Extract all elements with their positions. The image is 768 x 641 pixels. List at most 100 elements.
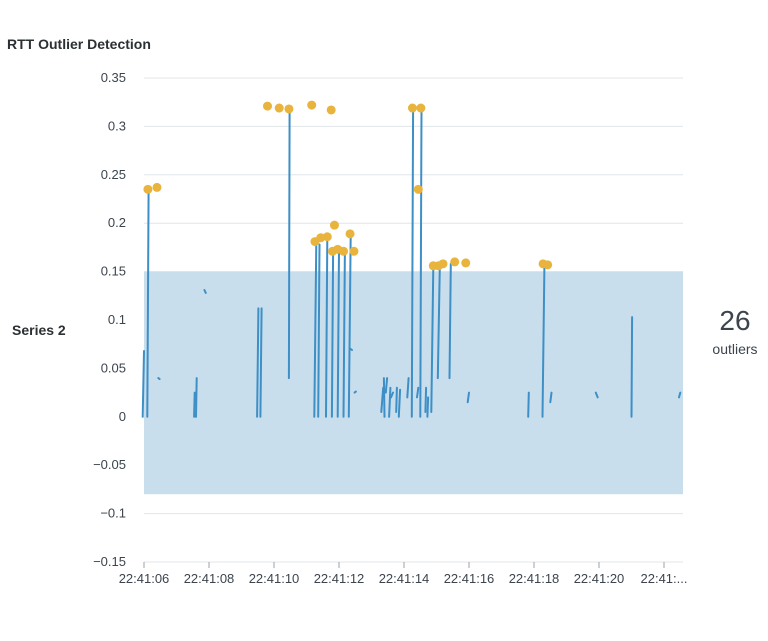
x-tick: 22:41:14 [379, 571, 430, 586]
x-tick-label: 22:41:16 [444, 571, 495, 586]
y-tick-label: 0 [119, 409, 126, 424]
series-line-segment [141, 350, 145, 418]
y-tick: −0.15 [93, 554, 126, 569]
series-line-segment [336, 249, 340, 418]
y-tick-label: 0.15 [101, 264, 126, 279]
band-layer [144, 271, 683, 495]
outlier-point [543, 260, 553, 270]
x-tick: 22:41:06 [119, 571, 170, 586]
y-tick: 0.25 [101, 167, 126, 182]
x-tick: 22:41:10 [249, 571, 300, 586]
x-tick-label: 22:41:14 [379, 571, 430, 586]
y-tick-label: 0.25 [101, 167, 126, 182]
series-line-segment [390, 391, 394, 399]
series-line-segment [287, 108, 291, 380]
series-line-segment [630, 316, 634, 418]
x-tick: 22:41:20 [574, 571, 625, 586]
y-tick: 0.3 [108, 118, 126, 133]
series-line-segment [203, 289, 207, 294]
y-tick: 0.15 [101, 264, 126, 279]
outlier-count: 26 [719, 305, 751, 336]
outlier-point [413, 184, 423, 194]
series-line-segment [430, 265, 435, 413]
series-line-segment [678, 391, 682, 399]
series-line-segment [382, 377, 386, 418]
y-tick: 0 [119, 409, 126, 424]
series-line-segment [384, 377, 389, 394]
series-line-segment [195, 377, 198, 418]
series-line-segment [410, 107, 415, 418]
y-tick-label: 0.1 [108, 312, 126, 327]
series-line-segment [549, 391, 553, 404]
outlier-point [461, 258, 471, 268]
series-line-segment [353, 390, 357, 394]
x-tick-label: 22:41:20 [574, 571, 625, 586]
normal-range-band [144, 271, 683, 495]
y-tick-label: −0.15 [93, 554, 126, 569]
outlier-point [322, 232, 332, 242]
series-line-segment [426, 396, 430, 418]
series-line-segment [157, 377, 161, 380]
outlier-layer [143, 100, 553, 271]
outlier-point [345, 229, 355, 239]
series-line-segment [406, 377, 410, 399]
series-label: Series 2 [12, 322, 66, 338]
series-line-segment [388, 386, 392, 418]
x-tick: 22:41:16 [444, 571, 495, 586]
y-tick: 0.35 [101, 70, 126, 85]
x-tick-label: 22:41:10 [249, 571, 300, 586]
series-line-segment [527, 391, 530, 418]
series-line-segment [349, 348, 353, 351]
outlier-point [416, 103, 426, 113]
series-line-segment [256, 307, 260, 418]
outlier-count-label: outliers [712, 341, 758, 357]
x-tick-label: 22:41:08 [184, 571, 235, 586]
series-line-segment [347, 233, 352, 418]
y-tick-label: 0.35 [101, 70, 126, 85]
series-layer [141, 107, 682, 418]
y-tick-label: −0.05 [93, 457, 126, 472]
y-tick: −0.1 [100, 506, 126, 521]
series-line-segment [395, 386, 398, 413]
y-tick-label: 0.05 [101, 360, 126, 375]
x-tick: 22:41:12 [314, 571, 365, 586]
series-line-segment [397, 388, 402, 418]
series-line-segment [330, 251, 335, 418]
outlier-point [326, 105, 336, 115]
series-line-segment [541, 265, 546, 418]
outlier-point [307, 100, 317, 110]
x-tick: 22:41:08 [184, 571, 235, 586]
series-line-segment [146, 188, 150, 418]
series-line-segment [193, 391, 196, 418]
y-tick: −0.05 [93, 457, 126, 472]
y-tick: 0.05 [101, 360, 126, 375]
series-line-segment [436, 265, 441, 380]
outlier-point [339, 246, 349, 256]
series-line-segment [313, 241, 318, 418]
y-tick-label: 0.2 [108, 215, 126, 230]
series-line-segment [342, 249, 346, 418]
series-line-segment [325, 236, 329, 418]
outlier-point [450, 257, 460, 267]
x-tick-label: 22:41:12 [314, 571, 365, 586]
series-line-segment [424, 386, 428, 413]
series-line-segment [259, 307, 263, 418]
chart-title: RTT Outlier Detection [7, 36, 151, 52]
outlier-point [407, 103, 417, 113]
outlier-point [438, 259, 448, 269]
outlier-point [143, 184, 153, 194]
outlier-point [152, 182, 162, 192]
outlier-point [263, 101, 272, 111]
series-line-segment [419, 107, 423, 418]
series-line-segment [317, 243, 321, 418]
outlier-point [284, 104, 294, 114]
outlier-point [349, 246, 359, 256]
x-tick-label: 22:41:... [641, 571, 688, 586]
series-line-segment [416, 386, 420, 399]
x-tick-label: 22:41:18 [509, 571, 560, 586]
axis-layer: −0.15 −0.1 −0.05 0 0.05 0.1 0.15 0.2 0.25 0.3 0.35… [93, 70, 687, 586]
series-line-segment [466, 391, 470, 404]
y-tick-label: −0.1 [100, 506, 126, 521]
y-tick: 0.2 [108, 215, 126, 230]
